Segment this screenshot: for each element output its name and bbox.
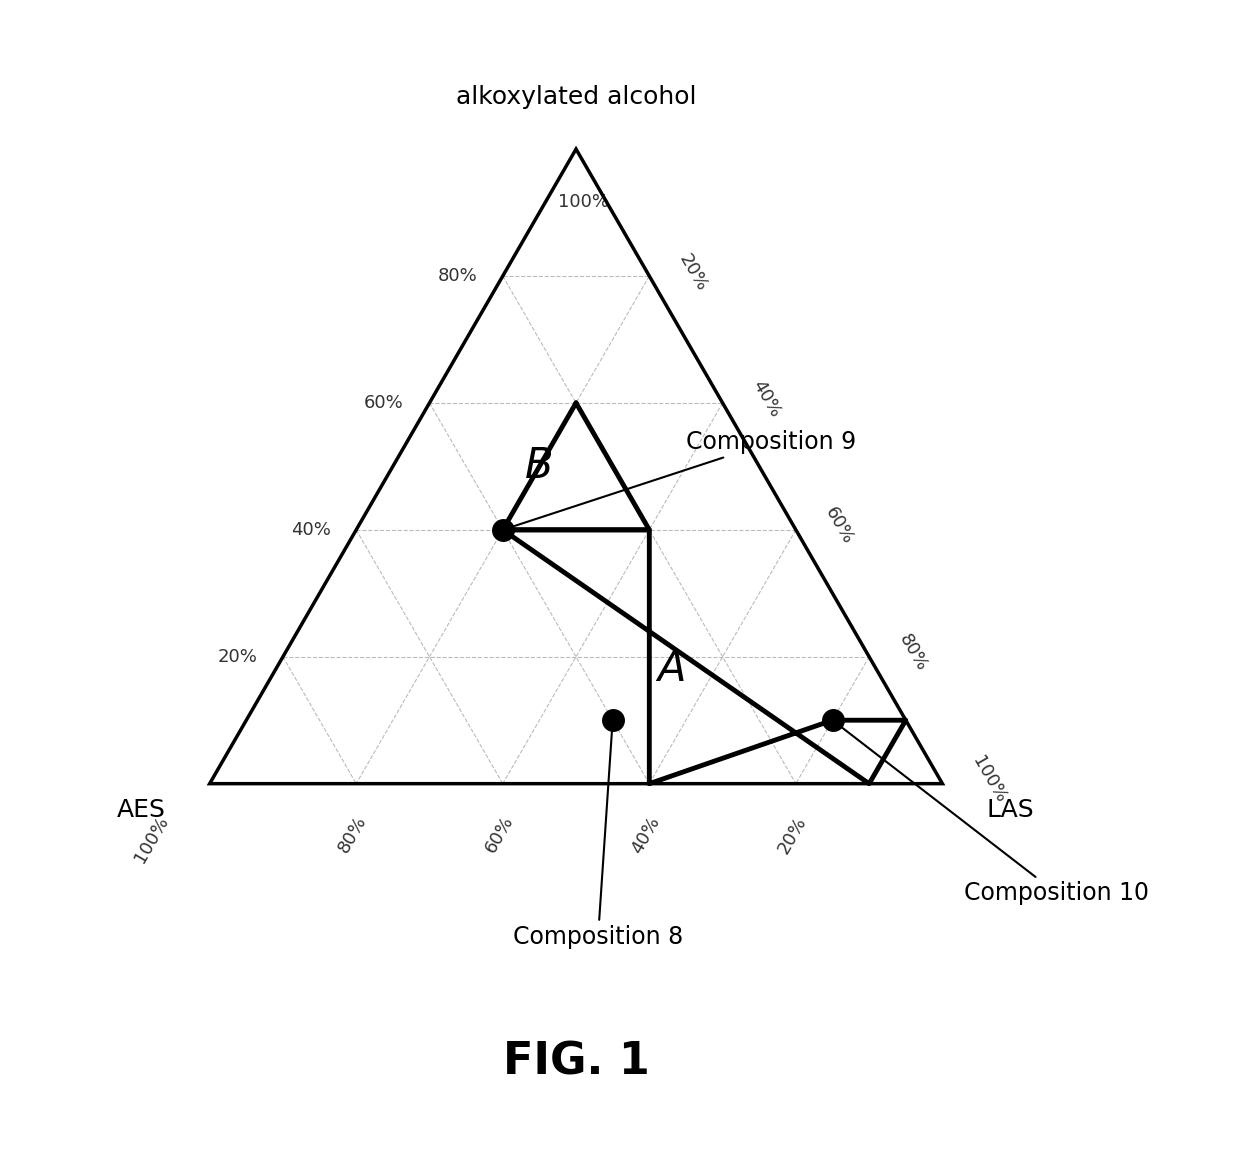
Text: 100%: 100% [130,813,171,867]
Text: Composition 9: Composition 9 [506,430,856,529]
Text: 60%: 60% [822,504,857,548]
Text: 40%: 40% [290,521,331,539]
Text: 80%: 80% [335,813,371,856]
Text: B: B [526,445,553,487]
Text: 80%: 80% [438,267,477,285]
Point [492,521,512,539]
Text: LAS: LAS [986,798,1034,823]
Text: 100%: 100% [968,753,1009,806]
Text: 100%: 100% [558,193,609,211]
Text: 40%: 40% [627,813,663,856]
Text: 60%: 60% [365,393,404,412]
Text: 40%: 40% [748,377,784,421]
Text: 20%: 20% [675,251,711,294]
Text: A: A [657,648,686,691]
Text: 20%: 20% [217,648,257,665]
Text: Composition 10: Composition 10 [835,722,1149,906]
Text: FIG. 1: FIG. 1 [502,1040,650,1084]
Text: 80%: 80% [895,632,930,675]
Text: alkoxylated alcohol: alkoxylated alcohol [456,84,697,109]
Point [603,710,622,729]
Text: AES: AES [117,798,166,823]
Point [822,710,842,729]
Text: Composition 8: Composition 8 [513,723,683,950]
Text: 60%: 60% [481,813,517,856]
Text: 20%: 20% [775,813,810,856]
